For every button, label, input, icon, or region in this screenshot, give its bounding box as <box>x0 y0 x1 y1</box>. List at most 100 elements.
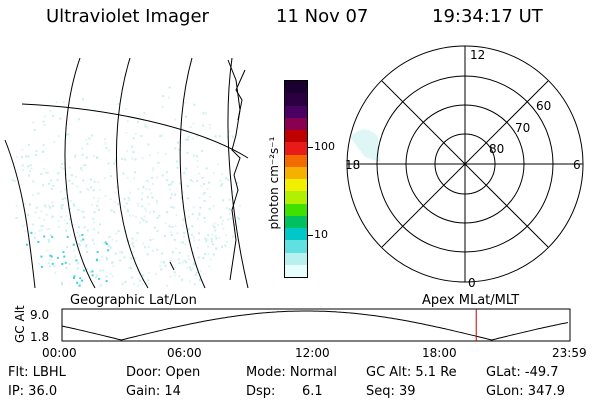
aurora-pixel <box>247 195 249 197</box>
aurora-pixel <box>133 177 136 180</box>
aurora-pixel <box>74 154 77 156</box>
aurora-pixel <box>34 211 37 214</box>
aurora-pixel <box>205 111 207 114</box>
aurora-pixel <box>143 207 146 210</box>
aurora-pixel <box>90 178 92 181</box>
aurora-pixel <box>161 174 164 177</box>
aurora-pixel <box>54 271 57 274</box>
time-label: 19:34:17 UT <box>432 6 543 27</box>
aurora-pixel <box>10 282 13 285</box>
aurora-pixel <box>86 188 89 190</box>
aurora-pixel <box>40 173 43 176</box>
aurora-pixel <box>161 105 164 108</box>
aurora-pixel <box>159 265 162 268</box>
aurora-pixel <box>22 168 25 171</box>
aurora-pixel <box>82 269 85 272</box>
aurora-pixel <box>117 203 120 206</box>
aurora-pixel <box>152 167 155 170</box>
aurora-pixel <box>85 244 88 246</box>
aurora-pixel <box>170 183 173 186</box>
aurora-pixel <box>146 196 149 199</box>
aurora-pixel <box>99 269 102 272</box>
aurora-pixel <box>131 145 134 148</box>
aurora-pixel <box>170 193 173 196</box>
aurora-pixel <box>46 171 49 174</box>
aurora-pixel <box>42 150 45 153</box>
aurora-pixel <box>187 138 189 141</box>
aurora-pixel <box>180 241 183 244</box>
aurora-pixel <box>37 281 40 284</box>
colorbar-swatch <box>285 191 307 204</box>
aurora-pixel <box>213 226 216 229</box>
aurora-pixel <box>132 214 135 217</box>
aurora-pixel <box>27 143 30 146</box>
aurora-pixel <box>180 196 183 199</box>
aurora-pixel <box>170 231 173 234</box>
aurora-pixel <box>73 277 75 280</box>
aurora-pixel <box>6 270 8 272</box>
aurora-pixel <box>152 238 155 241</box>
altitude-ytick-top: 9.0 <box>30 308 49 322</box>
aurora-pixel <box>149 239 152 241</box>
aurora-pixel <box>7 205 9 207</box>
aurora-pixel <box>34 232 37 235</box>
aurora-pixel <box>124 280 127 283</box>
aurora-pixel <box>78 234 81 237</box>
colorbar-swatch <box>285 203 307 216</box>
aurora-pixel <box>24 230 27 233</box>
info-dsp-value: 6.1 <box>302 384 323 399</box>
aurora-pixel <box>37 192 40 195</box>
aurora-pixel <box>68 179 71 182</box>
aurora-pixel <box>151 176 153 179</box>
aurora-pixel <box>198 196 201 199</box>
aurora-pixel <box>38 267 41 270</box>
aurora-pixel <box>187 216 190 219</box>
aurora-pixel <box>60 166 62 169</box>
aurora-pixel <box>174 266 177 269</box>
aurora-pixel <box>92 217 95 220</box>
colorbar-swatch <box>285 228 307 241</box>
aurora-pixel <box>222 227 225 230</box>
aurora-pixel <box>196 271 198 274</box>
altitude-curve <box>61 310 569 341</box>
aurora-pixel <box>206 137 209 140</box>
aurora-pixel <box>40 225 42 228</box>
aurora-pixel <box>72 249 75 252</box>
aurora-pixel <box>113 162 116 165</box>
aurora-pixel <box>160 260 163 263</box>
aurora-pixel <box>174 147 177 150</box>
aurora-pixel <box>105 258 108 261</box>
aurora-pixel <box>57 226 60 229</box>
aurora-pixel <box>192 137 195 140</box>
aurora-pixel <box>156 230 159 233</box>
aurora-pixel <box>107 249 110 252</box>
aurora-pixel <box>104 195 107 197</box>
aurora-pixel <box>164 222 167 225</box>
aurora-pixel <box>56 178 59 181</box>
aurora-pixel <box>254 255 256 257</box>
aurora-pixel <box>192 154 195 157</box>
aurora-pixel <box>91 239 94 242</box>
aurora-pixel <box>144 123 147 126</box>
aurora-pixel <box>47 239 50 241</box>
aurora-pixel <box>224 102 227 105</box>
aurora-pixel <box>231 119 234 122</box>
aurora-pixel <box>40 255 43 258</box>
aurora-pixel <box>99 223 101 226</box>
aurora-pixel <box>196 246 199 249</box>
aurora-pixel <box>109 198 112 201</box>
aurora-pixel <box>229 255 232 258</box>
aurora-pixel <box>218 236 221 239</box>
aurora-pixel <box>136 284 139 287</box>
aurora-pixel <box>185 261 188 264</box>
aurora-pixel <box>203 192 206 194</box>
aurora-pixel <box>83 226 86 229</box>
aurora-pixel <box>240 283 243 286</box>
aurora-pixel <box>114 191 117 194</box>
aurora-pixel <box>10 99 12 102</box>
aurora-pixel <box>131 237 134 240</box>
aurora-pixel <box>62 168 65 171</box>
aurora-pixel <box>253 189 255 191</box>
aurora-pixel <box>53 141 56 143</box>
aurora-pixel <box>111 275 114 278</box>
